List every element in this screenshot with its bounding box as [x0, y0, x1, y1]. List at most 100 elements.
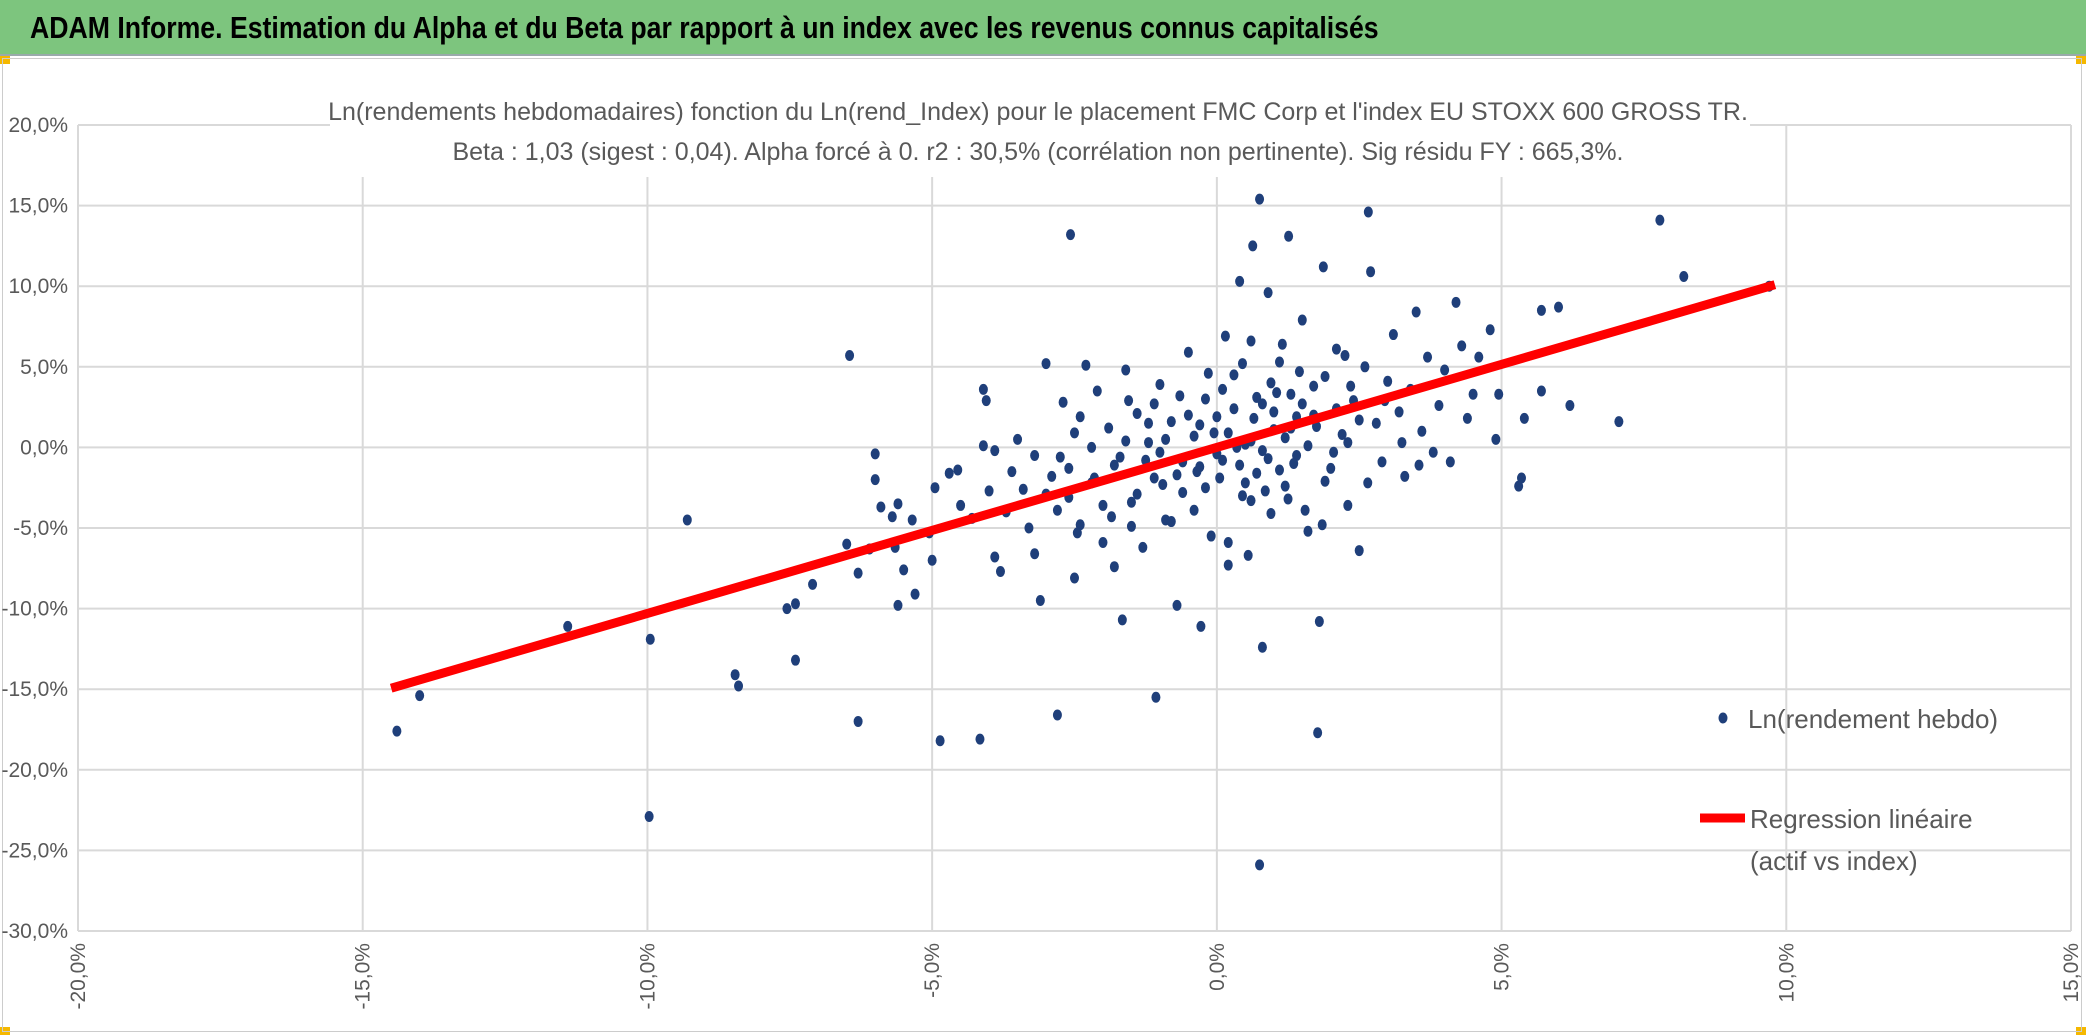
- data-point: [1280, 432, 1290, 444]
- data-point: [1007, 466, 1017, 478]
- data-point: [1491, 433, 1501, 445]
- y-tick-label: -10,0%: [1, 598, 68, 621]
- data-point: [1243, 549, 1253, 561]
- data-point: [1363, 477, 1373, 489]
- data-point: [1277, 338, 1287, 350]
- data-point: [1517, 472, 1527, 484]
- data-point: [1041, 358, 1051, 370]
- data-point: [1070, 427, 1079, 439]
- data-point: [1075, 411, 1085, 423]
- data-point: [1166, 516, 1176, 528]
- data-point: [790, 598, 800, 610]
- data-point: [1121, 364, 1131, 376]
- data-point: [1098, 499, 1108, 511]
- data-point: [870, 448, 880, 460]
- data-point: [1218, 454, 1228, 466]
- data-point: [1183, 409, 1193, 421]
- data-point: [1329, 446, 1339, 458]
- data-point: [853, 567, 863, 579]
- data-point: [1212, 411, 1222, 423]
- data-point: [1363, 206, 1373, 218]
- data-point: [1196, 620, 1206, 632]
- data-point: [1030, 548, 1040, 560]
- data-point: [644, 811, 654, 823]
- data-point: [1200, 482, 1210, 494]
- data-point: [1354, 545, 1364, 557]
- y-tick-label: 15,0%: [8, 195, 68, 218]
- data-point: [1218, 383, 1228, 395]
- data-point: [1377, 456, 1387, 468]
- y-tick-label: -5,0%: [13, 517, 68, 540]
- data-point: [1081, 359, 1091, 371]
- chart-frame: [2, 58, 2082, 1032]
- data-point: [1166, 416, 1176, 428]
- corner-marker: [0, 56, 10, 64]
- data-point: [1655, 214, 1665, 226]
- data-point: [1183, 346, 1193, 358]
- data-point: [1223, 559, 1233, 571]
- data-point: [730, 669, 740, 681]
- data-point: [1536, 385, 1546, 397]
- data-point: [1092, 385, 1102, 397]
- data-point: [981, 395, 991, 407]
- x-axis-ticks: -20,0% -15,0% -10,0% -5,0% 0,0% 5,0% 10,0% 15,0…: [67, 943, 2083, 1010]
- data-point: [1474, 351, 1484, 363]
- data-point: [645, 633, 655, 645]
- data-point: [1360, 361, 1370, 373]
- data-point: [1175, 390, 1185, 402]
- data-point: [1519, 412, 1529, 424]
- chart-title: Ln(rendements hebdomadaires) fonction du…: [328, 98, 1748, 126]
- data-point: [1280, 480, 1290, 492]
- data-point: [1320, 370, 1330, 382]
- data-point: [1149, 472, 1159, 484]
- data-point: [1400, 470, 1410, 482]
- data-point: [1286, 388, 1296, 400]
- data-point: [1189, 504, 1199, 516]
- data-point: [990, 551, 1000, 563]
- data-point: [1269, 406, 1279, 418]
- x-tick-label: 10,0%: [1775, 943, 1798, 1003]
- data-point: [1313, 727, 1323, 739]
- data-point: [978, 383, 988, 395]
- data-point: [1235, 459, 1245, 471]
- data-point: [1679, 271, 1689, 283]
- data-point: [1087, 441, 1097, 453]
- data-point: [1058, 396, 1068, 408]
- data-point: [1121, 435, 1131, 447]
- report-title: ADAM Informe. Estimation du Alpha et du …: [30, 10, 1379, 45]
- data-point: [1144, 417, 1154, 429]
- data-point: [1257, 398, 1267, 410]
- data-point: [1331, 343, 1341, 355]
- data-point: [1300, 504, 1310, 516]
- data-point: [1252, 391, 1262, 403]
- data-point: [563, 620, 573, 632]
- data-point: [887, 511, 897, 523]
- data-point: [1417, 425, 1427, 437]
- data-point: [953, 464, 963, 476]
- data-point: [1414, 459, 1424, 471]
- data-point: [1260, 485, 1270, 497]
- scatter-points: [392, 193, 1774, 871]
- data-point: [1151, 691, 1161, 703]
- data-point: [1138, 541, 1148, 553]
- data-point: [1155, 446, 1165, 458]
- data-point: [1263, 453, 1273, 465]
- data-point: [1266, 507, 1276, 519]
- data-point: [1189, 430, 1199, 442]
- y-tick-label: 10,0%: [8, 275, 68, 298]
- data-point: [790, 654, 800, 666]
- data-point: [1388, 329, 1398, 341]
- data-point: [1237, 490, 1247, 502]
- data-point: [1255, 859, 1265, 871]
- data-point: [1047, 470, 1057, 482]
- x-tick-label: 0,0%: [1206, 943, 1229, 991]
- data-point: [1132, 408, 1142, 420]
- data-point: [1411, 306, 1421, 318]
- x-tick-label: 5,0%: [1491, 943, 1514, 991]
- x-tick-label: -10,0%: [636, 943, 659, 1010]
- y-tick-label: 20,0%: [8, 114, 68, 137]
- data-point: [1052, 709, 1062, 721]
- data-point: [1172, 469, 1182, 481]
- gridlines: [77, 124, 2072, 932]
- data-point: [1018, 483, 1028, 495]
